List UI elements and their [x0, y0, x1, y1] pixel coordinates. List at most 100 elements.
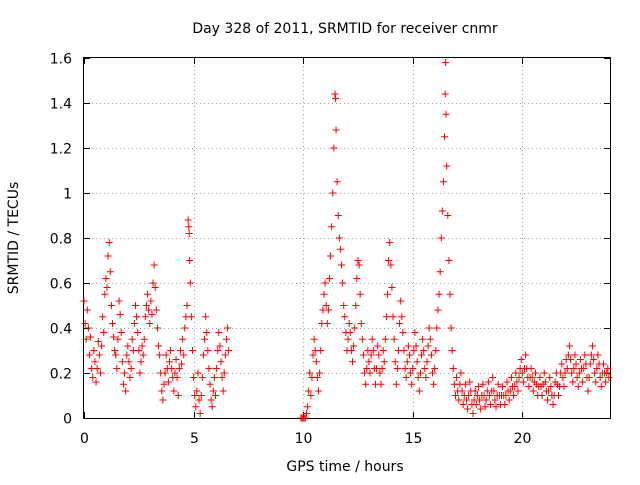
data-point [436, 268, 444, 276]
data-point [517, 356, 525, 363]
data-point [459, 401, 467, 408]
data-point [502, 392, 510, 399]
data-point [564, 351, 572, 359]
data-point [167, 347, 175, 354]
data-point [218, 374, 226, 381]
data-point [374, 342, 382, 350]
data-point [146, 320, 154, 327]
data-point [590, 356, 598, 363]
data-point [377, 380, 385, 388]
data-point [393, 365, 401, 372]
data-point [445, 257, 453, 264]
data-point [447, 324, 455, 332]
data-point [193, 387, 201, 395]
data-point [164, 378, 172, 386]
data-point [384, 290, 392, 298]
data-point [340, 302, 348, 309]
data-point [442, 110, 450, 118]
data-point [442, 59, 450, 66]
data-point [148, 311, 156, 318]
data-point [99, 313, 107, 321]
data-point [575, 369, 583, 377]
data-point [95, 351, 103, 359]
grid-lines [84, 58, 610, 418]
y-tick-label: 0.8 [50, 232, 72, 248]
data-point [186, 257, 194, 264]
data-point [477, 405, 485, 413]
data-point [421, 365, 429, 372]
data-point [307, 392, 315, 399]
data-point [198, 374, 206, 381]
data-point [335, 234, 343, 242]
data-point [448, 347, 456, 354]
data-point [324, 306, 332, 314]
data-point [159, 396, 167, 404]
data-point [514, 387, 522, 395]
x-tick-labels: 0 5 10 15 20 [80, 431, 531, 447]
data-point [121, 369, 129, 377]
data-point [165, 358, 173, 366]
data-point [174, 392, 182, 399]
data-point [199, 351, 207, 359]
y-tick-label: 0 [63, 412, 72, 428]
data-point [573, 374, 581, 381]
data-point [130, 320, 138, 327]
data-point [219, 387, 227, 395]
data-point [352, 302, 360, 309]
data-point [313, 374, 321, 381]
data-point [123, 351, 131, 359]
data-point [138, 342, 146, 350]
data-point [149, 279, 157, 287]
data-point [139, 351, 147, 359]
data-point [400, 347, 408, 354]
data-point [592, 378, 600, 386]
data-point [306, 369, 314, 377]
data-point [541, 378, 549, 386]
data-point [112, 351, 120, 359]
data-point [419, 335, 427, 343]
data-point [220, 369, 228, 377]
x-tick-label: 20 [514, 431, 532, 447]
data-point [466, 378, 474, 386]
data-point [344, 335, 352, 343]
x-axis-label: GPS time / hours [286, 459, 403, 475]
data-point [499, 383, 507, 390]
data-point [96, 369, 104, 377]
data-point [596, 374, 604, 381]
data-point [405, 351, 413, 359]
data-point [492, 403, 500, 411]
data-point [403, 358, 411, 366]
data-point [334, 212, 342, 219]
data-point [569, 378, 577, 386]
data-point [567, 356, 575, 363]
y-tick-label: 0.2 [50, 367, 72, 383]
data-point [330, 144, 338, 152]
data-point [114, 335, 122, 343]
data-point [94, 338, 102, 345]
data-point [124, 342, 132, 350]
data-point [305, 387, 313, 395]
data-point [332, 126, 340, 134]
data-point [225, 347, 233, 354]
data-point [398, 313, 406, 321]
data-point [457, 369, 465, 377]
data-point [547, 383, 555, 390]
data-point [536, 374, 544, 381]
y-axis-label: SRMTID / TECUs [6, 182, 22, 295]
data-point [438, 207, 446, 215]
data-point [80, 297, 88, 305]
x-tick-label: 5 [190, 431, 199, 447]
data-point [208, 403, 216, 411]
y-tick-label: 1.4 [50, 97, 72, 113]
data-point [135, 347, 143, 354]
data-point [188, 347, 196, 354]
data-point [545, 387, 553, 395]
data-point [338, 261, 346, 269]
data-point [588, 342, 596, 350]
data-point [333, 178, 341, 186]
data-point [525, 383, 533, 390]
data-point [354, 257, 362, 264]
data-point [572, 360, 580, 368]
data-point [145, 306, 153, 314]
